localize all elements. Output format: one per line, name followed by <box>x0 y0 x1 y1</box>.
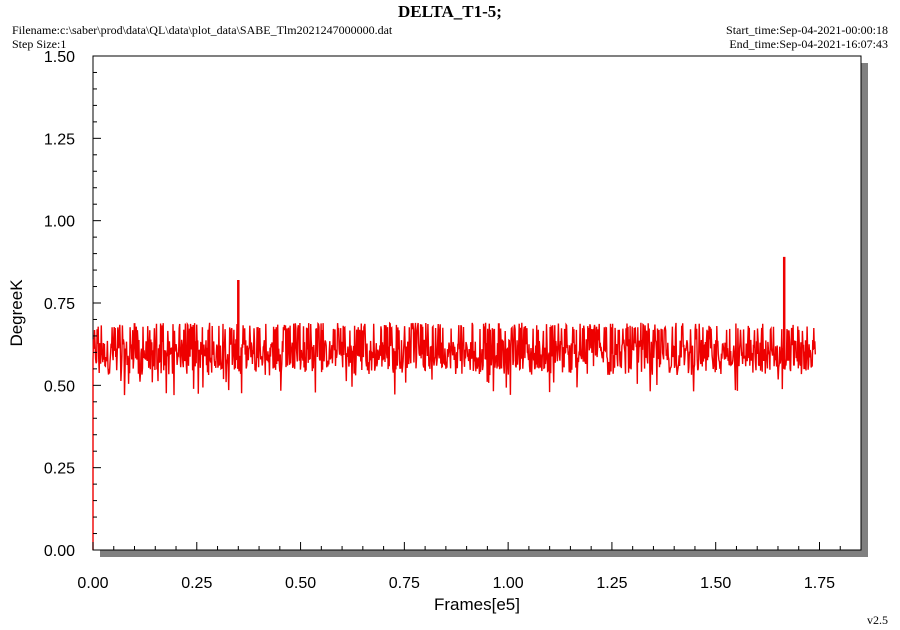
start-time-text: Start_time:Sep-04-2021-00:00:18 <box>726 23 888 37</box>
y-tick-label: 0.75 <box>44 296 75 313</box>
y-axis-label: DegreeK <box>7 279 26 347</box>
series-line <box>92 321 816 550</box>
y-tick-label: 1.50 <box>44 49 75 66</box>
step-size-text: Step Size:1 <box>12 37 67 51</box>
end-time-text: End_time:Sep-04-2021-16:07:43 <box>729 37 888 51</box>
y-tick-label: 0.00 <box>44 543 75 560</box>
x-tick-label: 0.00 <box>77 575 108 592</box>
x-tick-label: 0.75 <box>389 575 420 592</box>
x-axis-label: Frames[e5] <box>434 595 520 614</box>
y-tick-label: 0.25 <box>44 461 75 478</box>
version-label: v2.5 <box>867 613 888 627</box>
chart-title: DELTA_T1-5; <box>398 2 502 21</box>
axis-layer: 0.00 0.25 0.50 0.75 1.00 1.25 1.50 0.00 0.25 0.50… <box>44 49 841 592</box>
x-tick-label: 1.50 <box>700 575 731 592</box>
plot-frame <box>92 55 862 551</box>
y-tick-label: 0.50 <box>44 378 75 395</box>
x-tick-label: 0.50 <box>285 575 316 592</box>
filename-text: Filename:c:\saber\prod\data\QL\data\plot… <box>12 23 393 37</box>
x-tick-label: 1.00 <box>493 575 524 592</box>
file-info: Filename:c:\saber\prod\data\QL\data\plot… <box>12 23 392 51</box>
x-tick-label: 1.75 <box>804 575 835 592</box>
time-info: Start_time:Sep-04-2021-00:00:18 End_time… <box>726 23 888 51</box>
y-tick-label: 1.25 <box>44 131 75 148</box>
y-tick-label: 1.00 <box>44 214 75 231</box>
x-tick-label: 0.25 <box>181 575 212 592</box>
series-layer <box>92 256 816 550</box>
x-tick-label: 1.25 <box>596 575 627 592</box>
